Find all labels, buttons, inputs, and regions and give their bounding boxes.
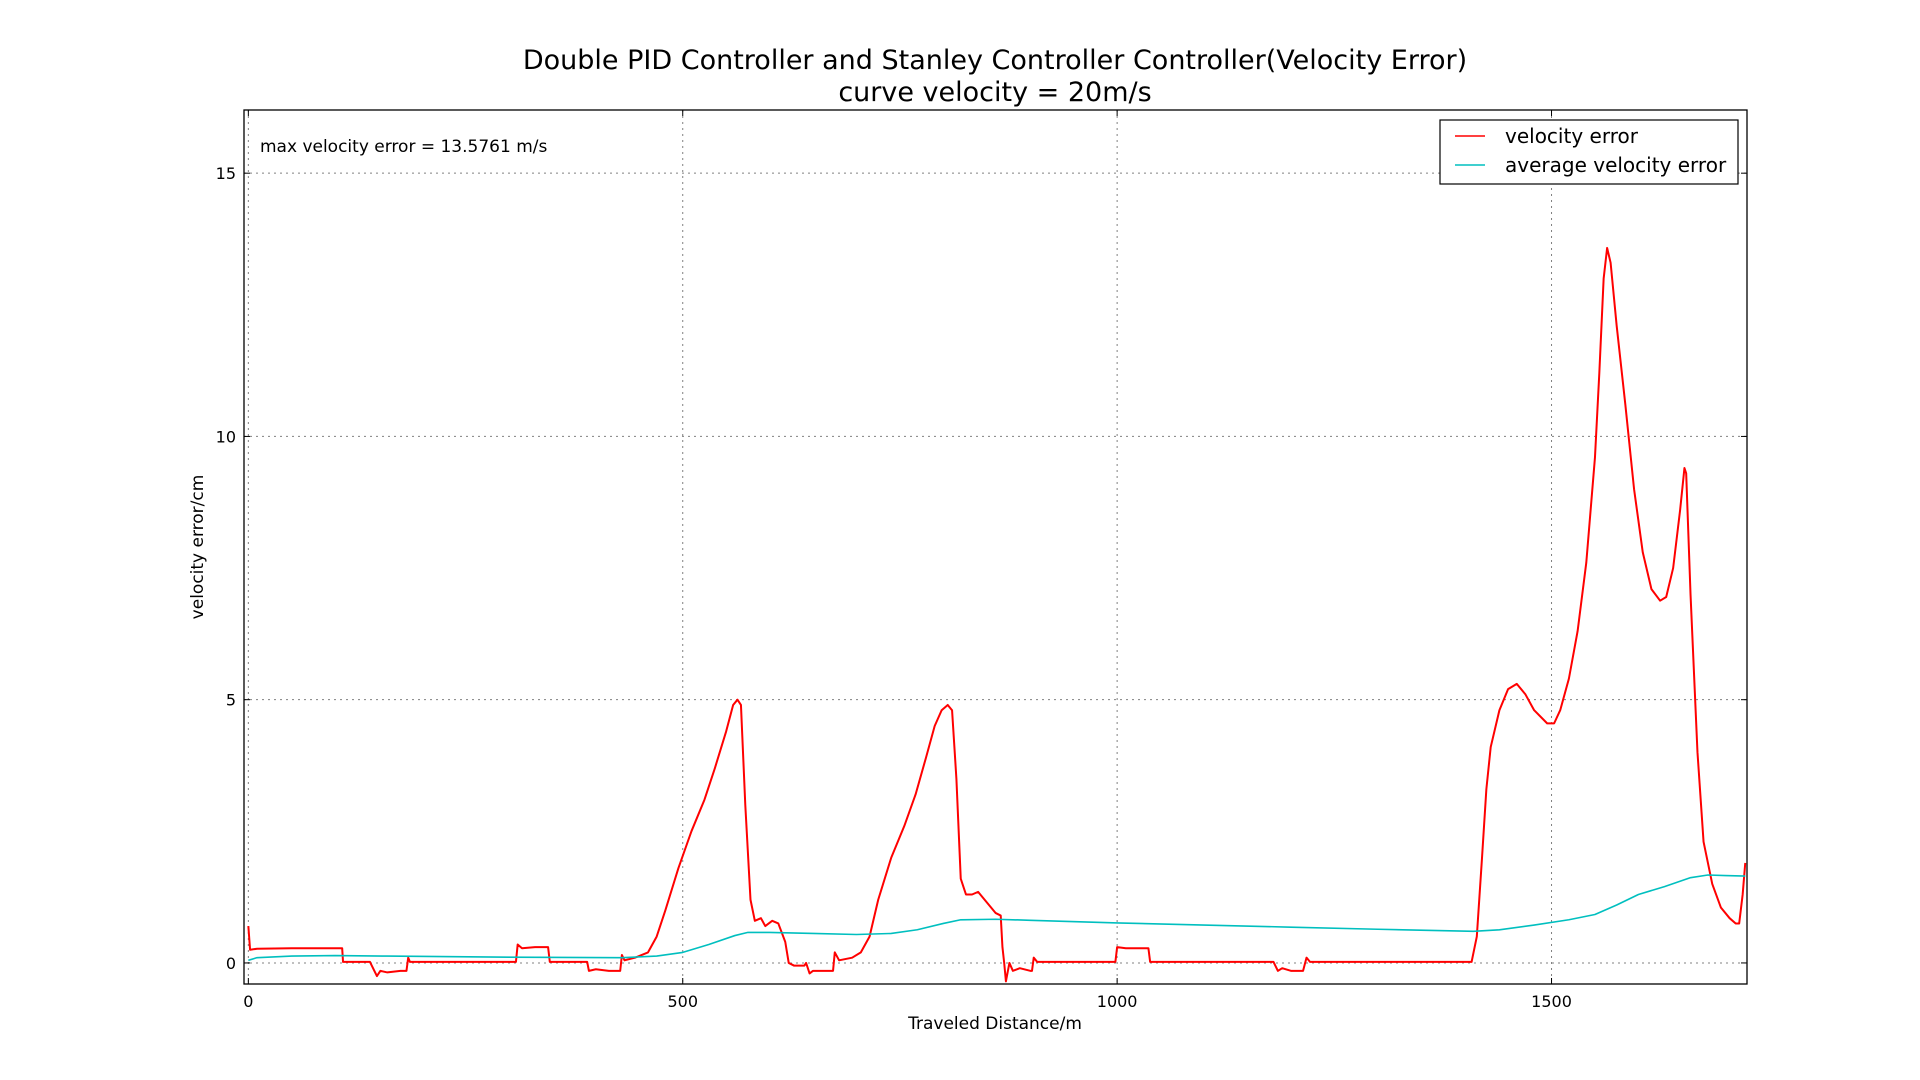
x-tick-label: 0 xyxy=(243,992,253,1011)
y-tick-label: 5 xyxy=(226,691,236,710)
y-tick-label: 10 xyxy=(216,427,236,446)
chart-subtitle: curve velocity = 20m/s xyxy=(838,77,1151,108)
x-axis-label: Traveled Distance/m xyxy=(907,1014,1082,1034)
ticks: 0 500 1000 1500 0 5 10 15 xyxy=(216,110,1747,1011)
series-line-average-velocity-error xyxy=(248,874,1746,962)
legend: velocity error average velocity error xyxy=(1439,119,1739,185)
x-tick-label: 1500 xyxy=(1531,992,1572,1011)
series-line-velocity-error xyxy=(247,246,1747,983)
y-tick-label: 15 xyxy=(216,164,236,183)
x-tick-label: 1000 xyxy=(1097,992,1138,1011)
max-error-annotation: max velocity error = 13.5761 m/s xyxy=(260,137,547,157)
y-tick-label: 0 xyxy=(226,954,236,973)
legend-label-average-velocity-error: average velocity error xyxy=(1505,153,1727,177)
grid xyxy=(244,110,1747,984)
y-axis-label: velocity error/cm xyxy=(188,475,208,620)
chart-title: Double PID Controller and Stanley Contro… xyxy=(523,45,1467,76)
legend-label-velocity-error: velocity error xyxy=(1505,124,1639,148)
plot-frame xyxy=(243,109,1748,985)
legend-box xyxy=(1439,119,1739,185)
x-tick-label: 500 xyxy=(667,992,698,1011)
series-layer xyxy=(247,246,1747,983)
